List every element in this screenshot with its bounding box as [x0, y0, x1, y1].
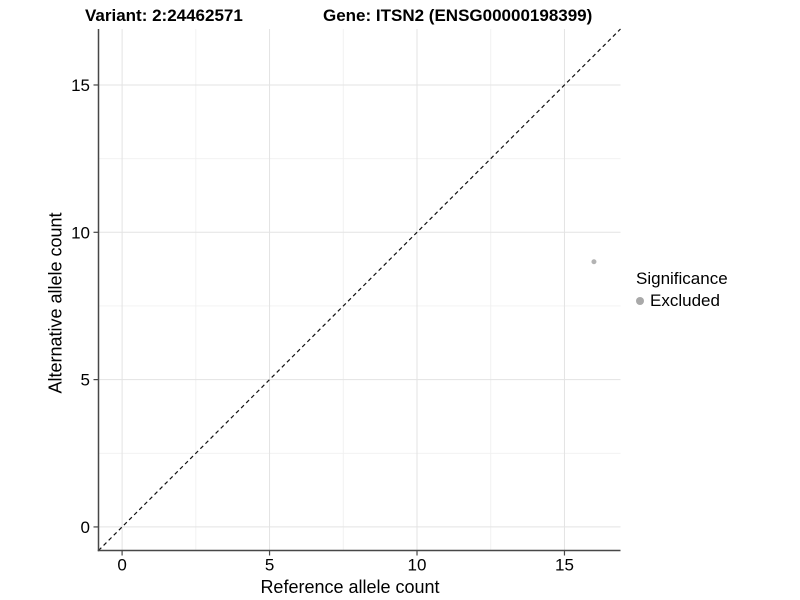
x-tick-label: 5 [265, 556, 274, 575]
x-tick-label: 15 [555, 556, 574, 575]
y-tick-label: 15 [71, 76, 90, 95]
axis-tick-labels: 0 5 10 15 0 5 10 15 [71, 76, 574, 575]
x-axis-title: Reference allele count [260, 577, 440, 597]
y-tick-label: 10 [71, 223, 90, 242]
gridlines-minor [98, 29, 621, 551]
y-axis-title: Alternative allele count [45, 212, 66, 394]
plot-title-variant: Variant: 2:24462571 [85, 6, 243, 25]
axis-ticks [93, 84, 566, 556]
legend-point-swatch-icon [636, 296, 644, 305]
identity-reference-line [98, 28, 621, 551]
x-tick-label: 0 [117, 556, 126, 575]
y-tick-label: 0 [81, 518, 90, 537]
legend-title: Significance [636, 269, 728, 288]
y-tick-label: 5 [81, 371, 90, 390]
legend: Significance Excluded [636, 269, 728, 310]
data-points [591, 259, 597, 265]
legend-item-label: Excluded [650, 291, 720, 310]
data-point [591, 259, 597, 265]
legend-item-excluded: Excluded [636, 291, 728, 310]
plot-title-gene: Gene: ITSN2 (ENSG00000198399) [323, 6, 593, 25]
gridlines-major [98, 29, 621, 551]
x-tick-label: 10 [408, 556, 427, 575]
